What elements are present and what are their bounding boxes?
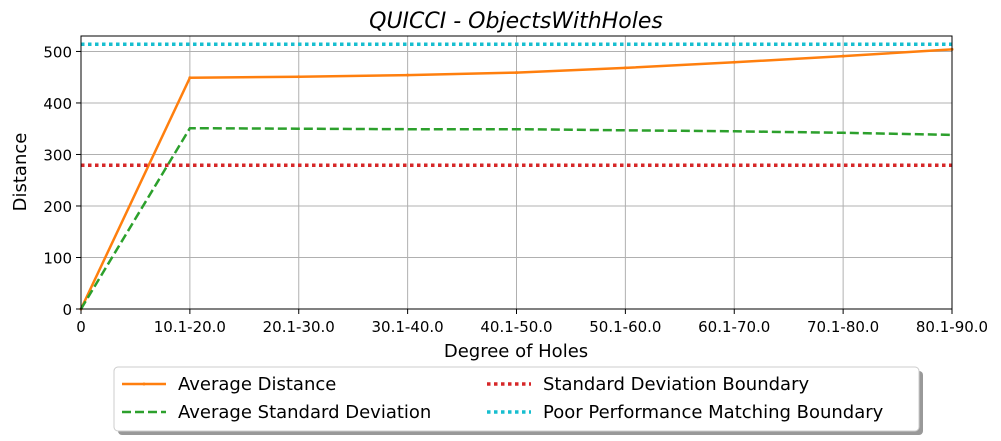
x-tick-label: 60.1-70.0 — [698, 318, 770, 336]
y-tick-label: 500 — [43, 43, 72, 61]
series-point-0 — [515, 71, 518, 75]
series-point-0 — [297, 75, 301, 79]
y-tick-labels: 0 100 200 300 400 500 — [43, 43, 81, 319]
series-point-0 — [188, 76, 192, 80]
legend-label-2: Standard Deviation Boundary — [543, 374, 809, 395]
x-tick-label: 20.1-30.0 — [263, 318, 335, 336]
chart-title: QUICCI - ObjectsWithHoles — [369, 9, 663, 34]
x-tick-label: 40.1-50.0 — [480, 318, 552, 336]
y-tick-label: 0 — [62, 301, 72, 319]
legend-swatch-marker — [142, 382, 146, 386]
series-layer — [79, 42, 954, 311]
y-tick-label: 100 — [43, 249, 72, 267]
series-point-0 — [406, 73, 410, 77]
x-tick-label: 50.1-60.0 — [589, 318, 661, 336]
x-tick-label: 70.1-80.0 — [807, 318, 879, 336]
legend-label-0: Average Distance — [178, 374, 336, 395]
legend: Average Distance Average Standard Deviati… — [113, 366, 923, 435]
x-axis-label: Degree of Holes — [444, 341, 588, 362]
y-tick-label: 400 — [43, 95, 72, 113]
y-tick-label: 200 — [43, 198, 72, 216]
legend-box — [113, 366, 920, 432]
legend-label-3: Poor Performance Matching Boundary — [543, 402, 884, 423]
x-tick-label: 10.1-20.0 — [154, 318, 226, 336]
x-tick-label: 80.1-90.0 — [916, 318, 988, 336]
x-tick-label: 0 — [76, 318, 86, 336]
series-point-0 — [623, 66, 627, 70]
legend-label-1: Average Standard Deviation — [178, 402, 431, 423]
series-line-1 — [79, 126, 953, 310]
x-tick-label: 30.1-40.0 — [372, 318, 444, 336]
series-point-0 — [732, 60, 736, 64]
x-tick-labels: 0 10.1-20.0 20.1-30.0 30.1-40.0 40.1-50.0 50.… — [76, 309, 988, 336]
y-tick-label: 300 — [43, 146, 72, 164]
series-point-0 — [841, 54, 845, 58]
y-axis-label: Distance — [10, 133, 31, 212]
